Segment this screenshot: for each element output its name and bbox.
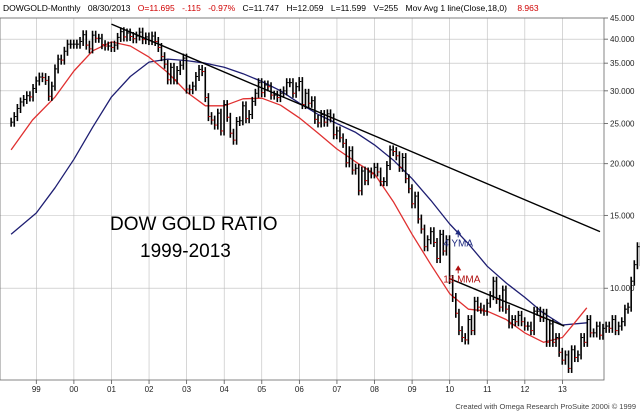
y-axis-ticks: 45.000 40.000 35.000 30.000 25.000 20.000 15.0… bbox=[604, 14, 635, 293]
y-tick-label: 45.000 bbox=[610, 14, 635, 23]
x-tick-label: 04 bbox=[220, 385, 229, 394]
header-high: H=12.059 bbox=[286, 3, 323, 13]
chart-title: DOW GOLD RATIO bbox=[110, 214, 277, 235]
chart-subtitle: 1999-2013 bbox=[140, 241, 231, 262]
annotation-18mma: 18 MMA bbox=[443, 274, 481, 285]
header-change-pct: -0.97% bbox=[208, 3, 235, 13]
x-tick-label: 12 bbox=[520, 385, 529, 394]
y-tick-label: 25.000 bbox=[610, 120, 635, 129]
x-tick-label: 05 bbox=[257, 385, 266, 394]
header-close: C=11.747 bbox=[243, 3, 280, 13]
header-symbol: DOWGOLD-Monthly bbox=[3, 3, 81, 13]
annotations: 4 YMA 18 MMA bbox=[443, 229, 481, 285]
grid bbox=[0, 17, 604, 380]
y-tick-label: 10.000 bbox=[610, 284, 635, 293]
x-tick-label: 01 bbox=[107, 385, 116, 394]
x-tick-label: 11 bbox=[483, 385, 492, 394]
y-tick-label: 40.000 bbox=[610, 35, 635, 44]
x-tick-label: 03 bbox=[182, 385, 191, 394]
x-tick-label: 10 bbox=[445, 385, 454, 394]
x-tick-label: 99 bbox=[32, 385, 41, 394]
trendlines bbox=[111, 23, 601, 327]
x-axis-ticks: 99 00 01 02 03 04 05 06 07 08 09 10 11 12 13 bbox=[32, 380, 567, 394]
header-change: -.115 bbox=[182, 3, 201, 13]
y-tick-label: 15.000 bbox=[610, 211, 635, 220]
x-tick-label: 13 bbox=[558, 385, 567, 394]
header-date: 08/30/2013 bbox=[88, 3, 131, 13]
trendline bbox=[111, 23, 601, 233]
header-indicator: Mov Avg 1 line(Close,18,0) bbox=[406, 3, 508, 13]
annotation-arrow bbox=[455, 265, 462, 271]
series-price-bars bbox=[10, 27, 640, 373]
y-tick-label: 30.000 bbox=[610, 87, 635, 96]
annotation-4yma: 4 YMA bbox=[443, 238, 473, 249]
footer-credit: Created with Omega Research ProSuite 200… bbox=[455, 402, 636, 411]
header-volume: V=255 bbox=[373, 3, 398, 13]
annotation-arrow bbox=[455, 229, 462, 235]
x-tick-label: 08 bbox=[370, 385, 379, 394]
trendline bbox=[451, 278, 565, 327]
x-tick-label: 09 bbox=[408, 385, 417, 394]
x-tick-label: 07 bbox=[332, 385, 341, 394]
plot-frame bbox=[0, 17, 605, 381]
x-tick-label: 00 bbox=[69, 385, 78, 394]
y-tick-label: 20.000 bbox=[610, 160, 635, 169]
y-tick-label: 35.000 bbox=[610, 59, 635, 68]
x-tick-label: 02 bbox=[145, 385, 154, 394]
header-low: L=11.599 bbox=[331, 3, 366, 13]
header-open: O=11.695 bbox=[138, 3, 175, 13]
header-indicator-value: 8.963 bbox=[517, 3, 539, 13]
header-line: DOWGOLD-Monthly 08/30/2013 O=11.695 -.11… bbox=[3, 3, 539, 13]
x-tick-label: 06 bbox=[295, 385, 304, 394]
